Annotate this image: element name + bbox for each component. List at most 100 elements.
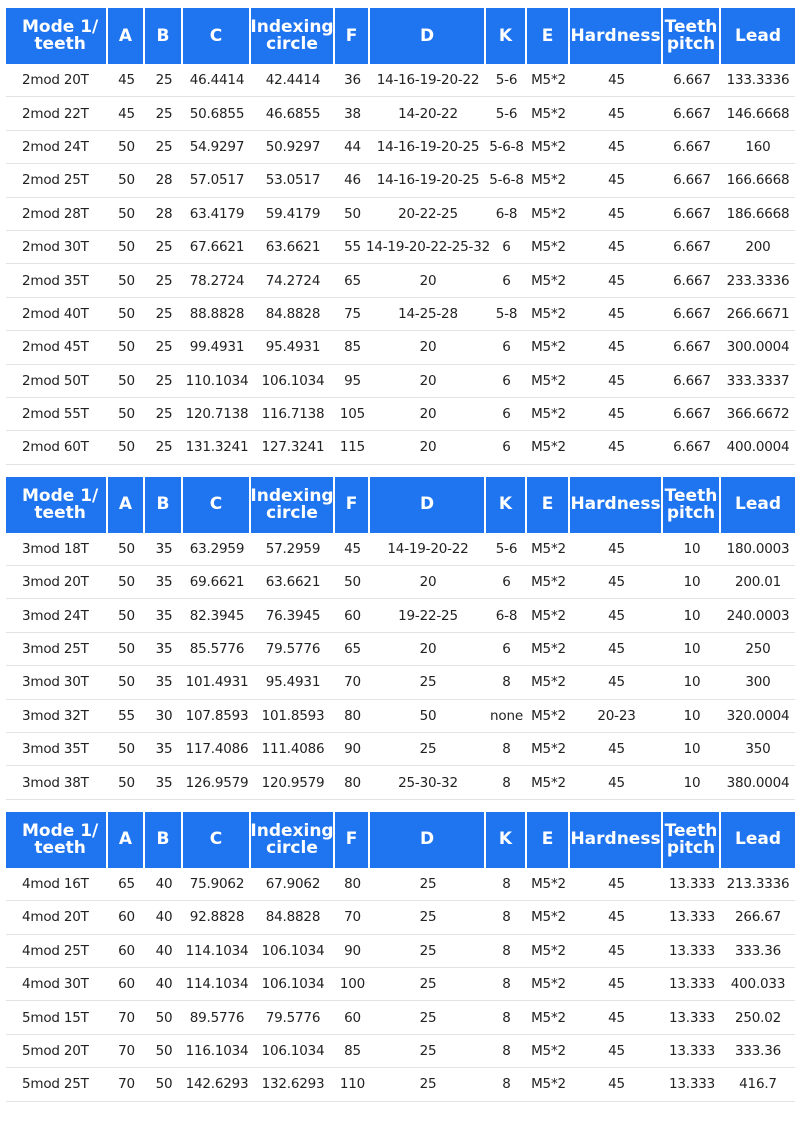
- table-cell: 5-6-8: [489, 172, 524, 189]
- table-cell: 45: [608, 205, 625, 222]
- table-cell: 89.5776: [189, 1009, 245, 1026]
- table-cell: M5*2: [531, 205, 566, 222]
- table-cell: M5*2: [531, 674, 566, 691]
- table-cell: 45: [608, 1076, 625, 1093]
- table-cell: 14-16-19-20-25: [376, 172, 480, 189]
- table-cell: 213.3336: [726, 876, 790, 892]
- table-cell: 166.6668: [726, 172, 790, 189]
- header-cell: Hardness: [570, 476, 661, 533]
- table-cell: 50: [118, 305, 135, 322]
- table-row: 2mod 28T 50 28 63.4179 59.4179 50 20-22-25 6-8 M…: [6, 198, 795, 231]
- table-cell: 63.4179: [189, 205, 245, 222]
- table-cell: 6-8: [495, 205, 518, 222]
- table-cell: 70: [118, 1042, 135, 1059]
- header-cell: K: [486, 476, 525, 533]
- table-cell: 50: [118, 439, 135, 456]
- table-cell: 111.4086: [261, 741, 325, 758]
- table-cell: 20: [419, 272, 437, 289]
- table-cell: 20: [419, 372, 437, 389]
- table-cell: 266.67: [734, 909, 782, 926]
- table-cell: 95.4931: [265, 674, 321, 691]
- table-cell: 63.6621: [265, 574, 321, 591]
- table-cell: 54.9297: [189, 138, 245, 155]
- table-cell: 350: [745, 741, 771, 758]
- table-cell: M5*2: [531, 876, 566, 892]
- table-cell: 28: [155, 205, 173, 222]
- table-cell: 10: [683, 674, 701, 691]
- table-cell: 5mod 25T: [22, 1076, 89, 1093]
- table-cell: 8: [502, 876, 511, 892]
- table-cell: 6.667: [673, 406, 711, 423]
- table-cell: 2mod 45T: [22, 339, 89, 356]
- table-cell: 45: [608, 105, 625, 122]
- table-cell: 40: [155, 876, 173, 892]
- table-cell: 400.033: [730, 976, 786, 993]
- table-cell: 25: [419, 1009, 437, 1026]
- table-cell: 44: [344, 138, 361, 155]
- table-cell: 25: [419, 674, 437, 691]
- header-cell: Mode 1/ teeth: [6, 8, 106, 64]
- table-cell: 45: [608, 674, 625, 691]
- table-cell: 13.333: [668, 942, 716, 959]
- table-cell: 45: [608, 172, 625, 189]
- table-cell: 133.3336: [726, 72, 790, 89]
- table-cell: 70: [344, 674, 361, 691]
- table-cell: 50: [118, 138, 135, 155]
- table-cell: 46.6855: [265, 105, 321, 122]
- table-row: 2mod 20T 45 25 46.4414 42.4414 36 14-16-19-20-…: [6, 64, 795, 98]
- table-cell: 45: [608, 272, 625, 289]
- table-cell: 126.9579: [185, 774, 249, 791]
- table-cell: 25: [155, 72, 173, 89]
- table-cell: 84.8828: [265, 305, 321, 322]
- table-cell: 25: [419, 876, 437, 892]
- table-cell: 50: [344, 574, 361, 591]
- table-cell: 5-6-8: [489, 138, 524, 155]
- table-cell: M5*2: [531, 138, 566, 155]
- table-cell: 79.5776: [265, 641, 321, 658]
- table-cell: 100: [339, 976, 366, 993]
- table-cell: 14-16-19-20-22: [376, 72, 480, 89]
- header-cell: A: [108, 811, 143, 868]
- table-cell: 14-16-19-20-25: [376, 138, 480, 155]
- table-cell: M5*2: [531, 607, 566, 624]
- table-cell: 233.3336: [726, 272, 790, 289]
- table-cell: 45: [608, 909, 625, 926]
- table-cell: 75: [344, 305, 361, 322]
- table-cell: 53.0517: [265, 172, 321, 189]
- table-row: 4mod 30T 60 40 114.1034 106.1034 100 25 8 M5*2 45…: [6, 968, 795, 1002]
- table-cell: 333.36: [734, 1042, 782, 1059]
- table-cell: M5*2: [531, 574, 566, 591]
- table-row: 3mod 38T 50 35 126.9579 120.9579 80 25-30-32 8 M…: [6, 766, 795, 800]
- table-cell: 45: [608, 305, 625, 322]
- table-cell: M5*2: [531, 1076, 566, 1093]
- table-row: 2mod 40T 50 25 88.8828 84.8828 75 14-25-28 5-8 M…: [6, 298, 795, 332]
- table-cell: 50: [344, 205, 361, 222]
- table-cell: 45: [608, 406, 625, 423]
- table-cell: 142.6293: [185, 1076, 249, 1093]
- table-row: 3mod 24T 50 35 82.3945 76.3945 60 19-22-25 6-8 M…: [6, 599, 795, 633]
- table-cell: 65: [118, 876, 135, 892]
- table-cell: 6: [502, 272, 511, 289]
- table-cell: 45: [608, 876, 625, 892]
- table-cell: 5mod 20T: [22, 1042, 89, 1059]
- table-cell: 3mod 25T: [22, 641, 89, 658]
- table-cell: 6-8: [495, 607, 518, 624]
- table-cell: 380.0004: [726, 774, 790, 791]
- table-cell: M5*2: [531, 72, 566, 89]
- table-cell: 45: [344, 540, 361, 557]
- table-cell: 45: [608, 540, 625, 557]
- spec-table: Mode 1/ teeth A B C Indexing circle F D K E Hardn…: [6, 811, 795, 1102]
- table-cell: 25: [155, 305, 173, 322]
- table-cell: 50: [118, 272, 135, 289]
- table-cell: M5*2: [531, 172, 566, 189]
- table-cell: 57.2959: [265, 540, 321, 557]
- table-cell: 90: [344, 741, 361, 758]
- table-cell: 95.4931: [265, 339, 321, 356]
- table-cell: 25-30-32: [398, 774, 458, 791]
- table-row: 3mod 30T 50 35 101.4931 95.4931 70 25 8 M5*2 45 10…: [6, 666, 795, 700]
- table-cell: 146.6668: [726, 105, 790, 122]
- table-cell: M5*2: [531, 239, 566, 256]
- spec-table: Mode 1/ teeth A B C Indexing circle F D K E Hardn…: [6, 476, 795, 800]
- table-cell: 45: [608, 339, 625, 356]
